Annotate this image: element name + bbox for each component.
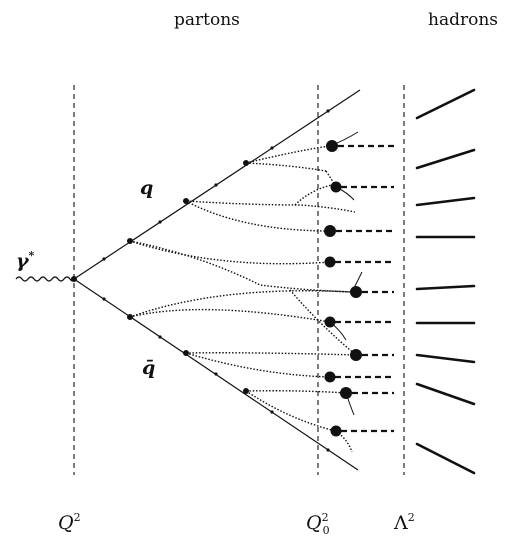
q0-exponent: 2: [321, 511, 329, 524]
q2-symbol: Q: [58, 512, 74, 534]
lambda-exponent: 2: [407, 511, 415, 524]
lambda-symbol: Λ: [394, 512, 408, 534]
antiquark-label: q̄: [142, 357, 156, 379]
fermion-arrows: [102, 109, 330, 452]
partons-label: partons: [174, 10, 240, 30]
q0-subscript: 0: [322, 524, 330, 537]
photon-star: *: [28, 249, 35, 262]
q0-label: Q20: [306, 511, 336, 537]
photon-label: γ*: [16, 249, 35, 272]
gluon-lines: [129, 145, 357, 453]
hadron-lines: [415, 88, 476, 475]
q2-exponent: 2: [73, 511, 81, 524]
lambda-label: Λ2: [394, 511, 415, 534]
photon-symbol: γ: [16, 250, 29, 272]
photon-line: [15, 276, 75, 282]
vertices: [71, 160, 249, 394]
q0-symbol: Q: [306, 512, 322, 534]
secondary-branches: [329, 131, 363, 416]
clusters: [324, 140, 362, 437]
hadrons-label: hadrons: [428, 10, 499, 30]
q2-label: Q2: [58, 511, 81, 534]
quark-label: q: [140, 177, 154, 199]
cluster-links: [335, 144, 394, 433]
